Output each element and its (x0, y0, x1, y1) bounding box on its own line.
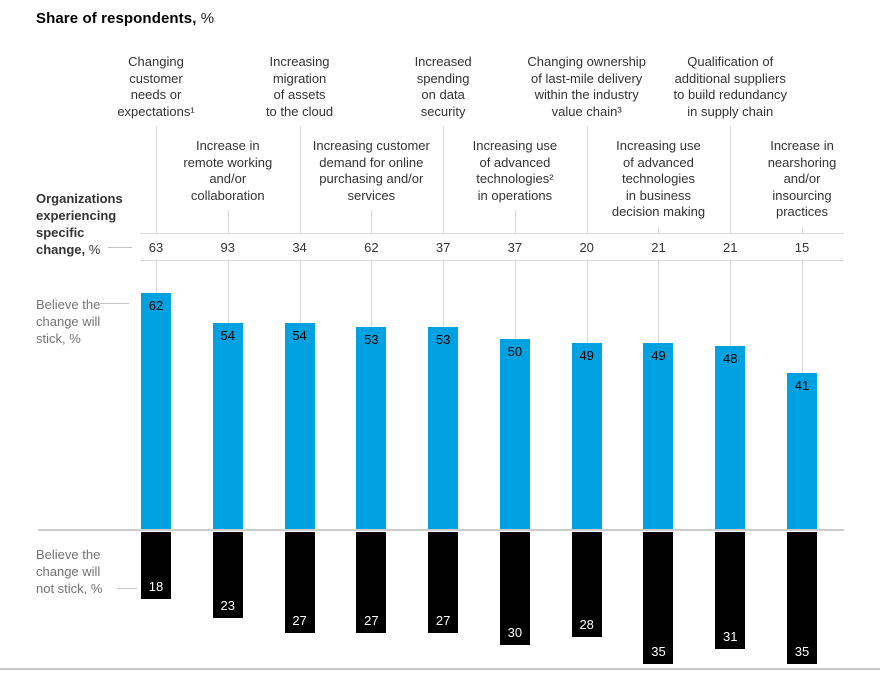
row-label-experiencing-unit: % (85, 242, 101, 257)
not-stick-bar: 30 (499, 531, 530, 645)
category-header: Changing customer needs or expectations¹ (117, 54, 195, 119)
connector-line-lower (802, 261, 804, 374)
leader-dash-stick (100, 303, 129, 304)
chart-title-unit: % (196, 10, 215, 27)
not-stick-bar: 27 (356, 531, 387, 634)
connector-line-lower (658, 261, 660, 343)
stick-bar: 50 (499, 338, 530, 529)
not-stick-bar-value: 23 (220, 597, 235, 613)
not-stick-bar: 27 (428, 531, 459, 634)
connector-line-upper (730, 126, 732, 233)
not-stick-bar: 35 (643, 531, 674, 664)
connector-line-upper (371, 210, 373, 233)
connector-line-lower (443, 261, 445, 328)
experiencing-value: 37 (435, 240, 451, 255)
not-stick-bar-value: 28 (579, 617, 594, 633)
experiencing-value: 37 (507, 240, 523, 255)
experiencing-band-top-rule (140, 233, 844, 234)
not-stick-bar-value: 30 (507, 624, 523, 640)
stick-bar: 49 (571, 342, 602, 529)
category-header: Increased spending on data security (414, 54, 472, 119)
stick-bar-value: 48 (723, 351, 738, 367)
connector-line-lower (371, 261, 373, 328)
stick-bar: 53 (356, 327, 387, 529)
not-stick-bar-value: 18 (148, 578, 164, 594)
category-header: Increasing customer demand for online pu… (312, 138, 430, 203)
experiencing-value: 34 (292, 240, 307, 255)
leader-dash-experiencing (108, 247, 132, 248)
row-label-experiencing: Organizations experiencing specific chan… (36, 190, 148, 258)
stick-bar-value: 54 (292, 328, 307, 344)
connector-line-lower (227, 261, 229, 324)
connector-line-upper (299, 126, 301, 233)
zero-baseline (38, 529, 844, 531)
connector-line-lower (586, 261, 588, 343)
not-stick-bar-value: 31 (723, 628, 738, 644)
category-header: Increase in nearshoring and/or insourcin… (767, 138, 837, 219)
connector-line-upper (443, 126, 445, 233)
not-stick-bar: 28 (571, 531, 602, 638)
stick-bar-value: 54 (220, 328, 235, 344)
category-header: Increase in remote working and/or collab… (183, 138, 273, 203)
stick-bar: 49 (643, 342, 674, 529)
stick-bar-value: 49 (651, 347, 666, 363)
stick-bar: 54 (284, 323, 315, 529)
category-header: Increasing use of advanced technologies²… (472, 138, 558, 203)
stick-bar-value: 62 (148, 297, 164, 313)
connector-line-lower (156, 261, 157, 293)
connector-line-upper (514, 210, 516, 233)
experiencing-value: 21 (723, 240, 738, 255)
not-stick-bar: 31 (715, 531, 746, 649)
row-label-experiencing-text: Organizations experiencing specific chan… (36, 191, 123, 257)
experiencing-value: 15 (794, 240, 810, 255)
category-header: Increasing use of advanced technologies … (611, 138, 706, 219)
connector-line-lower (299, 261, 301, 324)
connector-line-upper (658, 226, 660, 233)
not-stick-bar-value: 27 (364, 613, 379, 629)
not-stick-bar-value: 35 (794, 643, 810, 659)
bottom-rule (0, 668, 880, 670)
stick-bar: 62 (141, 292, 171, 529)
stick-bar-value: 41 (794, 378, 810, 394)
row-label-stick: Believe the change will stick, % (36, 297, 101, 346)
connector-line-upper (156, 126, 157, 233)
not-stick-bar: 23 (212, 531, 243, 618)
stick-bar: 53 (428, 327, 459, 529)
stick-bar-value: 53 (364, 332, 379, 348)
connector-line-upper (802, 226, 804, 233)
chart-title: Share of respondents, % (36, 10, 214, 27)
leader-dash-not-stick (117, 588, 137, 589)
connector-line-lower (514, 261, 516, 339)
experiencing-value: 93 (220, 240, 235, 255)
experiencing-value: 20 (579, 240, 594, 255)
experiencing-value: 63 (148, 240, 164, 255)
stick-bar: 48 (715, 346, 746, 529)
stick-bar-value: 53 (435, 332, 451, 348)
stick-bar-value: 50 (507, 343, 523, 359)
experiencing-value: 62 (364, 240, 379, 255)
experiencing-band-bottom-rule (140, 260, 844, 261)
chart-title-text: Share of respondents, (36, 10, 197, 27)
not-stick-bar-value: 27 (435, 613, 451, 629)
not-stick-bar: 27 (284, 531, 315, 634)
experiencing-value: 21 (651, 240, 666, 255)
category-header: Qualification of additional suppliers to… (673, 54, 787, 119)
connector-line-upper (227, 210, 229, 233)
row-label-not-stick: Believe the change will not stick, % (36, 547, 103, 596)
stick-bar: 54 (212, 323, 243, 529)
connector-line-upper (586, 126, 588, 233)
stick-bar: 41 (787, 373, 818, 529)
not-stick-bar: 18 (141, 531, 171, 599)
category-header: Changing ownership of last-mile delivery… (527, 54, 646, 119)
not-stick-bar-value: 27 (292, 613, 307, 629)
stick-bar-value: 49 (579, 347, 594, 363)
not-stick-bar: 35 (787, 531, 818, 664)
not-stick-bar-value: 35 (651, 643, 666, 659)
category-header: Increasing migration of assets to the cl… (265, 54, 334, 119)
connector-line-lower (730, 261, 732, 347)
